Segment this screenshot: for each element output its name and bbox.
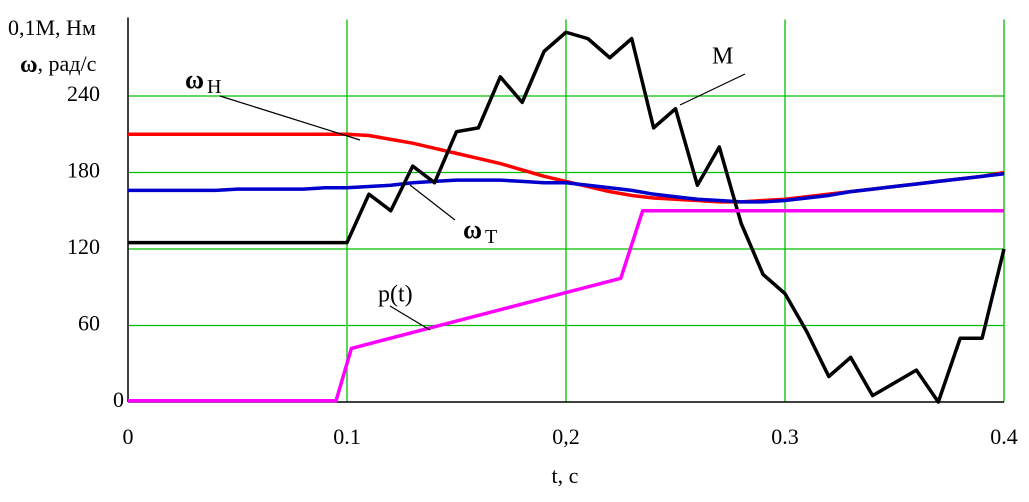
y-tick-label: 120 (67, 234, 100, 259)
annotation-symbol: ω (185, 65, 204, 94)
annotation: p(t) (378, 282, 413, 308)
x-tick-label: 0 (123, 424, 134, 449)
annotations: ω Нω ТMp(t) (185, 44, 746, 331)
leader-line (679, 73, 746, 106)
y-axis-label: ω, рад/с (20, 51, 97, 77)
annotation: M (712, 44, 733, 70)
y-axis-label: 0,1M, Hм (8, 15, 96, 40)
leader-line (389, 305, 431, 331)
x-tick-label: 0.1 (333, 424, 361, 449)
x-axis-label: t, c (552, 463, 579, 488)
leader-line (409, 184, 456, 221)
y-tick-label: 240 (67, 81, 100, 106)
y-tick-label: 180 (67, 158, 100, 183)
series-line (128, 172, 1005, 204)
x-tick-label: 0.4 (990, 424, 1018, 449)
series-line (128, 209, 1004, 403)
y-tick-label: 60 (78, 311, 100, 336)
x-tick-label: 0.3 (771, 424, 799, 449)
annotation-sub: Н (207, 76, 221, 98)
annotation-sub: Т (485, 226, 497, 248)
x-tick-label: 0,2 (552, 424, 580, 449)
y-axis-label-text: , рад/с (38, 51, 97, 76)
annotation-symbol: ω (463, 215, 482, 244)
y-axis-symbol: ω (20, 52, 38, 78)
y-tick-label: 0 (113, 387, 124, 412)
leader-line (219, 95, 361, 141)
series-line (128, 30, 1006, 404)
